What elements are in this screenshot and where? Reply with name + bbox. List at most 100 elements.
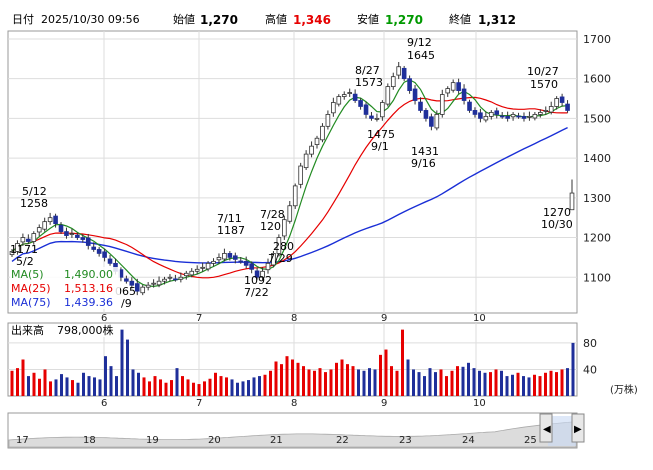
volume-bar — [164, 382, 168, 396]
range-handle-right[interactable] — [571, 413, 585, 443]
candle-body — [358, 100, 363, 107]
volume-bar — [351, 366, 355, 396]
candle-body — [9, 251, 15, 256]
candle-body — [569, 192, 575, 211]
candle-body — [445, 88, 451, 94]
candle-body — [265, 262, 271, 271]
volume-bar — [280, 364, 283, 396]
volume-bar — [258, 376, 261, 396]
annotation-value: 1475 — [367, 128, 395, 141]
volume-bar — [197, 384, 201, 396]
month-label: 8 — [291, 313, 297, 324]
volume-title: 出来高 — [11, 323, 44, 337]
candle-body — [124, 278, 129, 282]
candle-body — [200, 266, 205, 269]
volume-bar — [489, 372, 492, 396]
volume-bar — [467, 362, 470, 396]
ma5-label: MA(5) — [11, 268, 44, 281]
candle-body — [543, 110, 549, 112]
candle-body — [472, 110, 478, 115]
candle-body — [385, 86, 391, 105]
volume-bar — [357, 369, 360, 396]
close-value: 1,312 — [478, 13, 516, 27]
volume-bar — [483, 372, 487, 396]
annotation-date: 7/28 — [260, 208, 285, 221]
candle-body — [227, 253, 233, 258]
y-tick-label: 40 — [583, 363, 597, 376]
volume-bar — [511, 374, 514, 396]
volume-bar — [115, 376, 118, 396]
volume-bar — [555, 372, 558, 396]
candle-body — [538, 112, 543, 115]
volume-bar — [445, 376, 448, 396]
candle-body — [145, 284, 151, 288]
candle-body — [505, 115, 510, 119]
annotation-value: 065 — [115, 285, 136, 298]
candle-body — [390, 76, 396, 88]
annotation-date: 9/1 — [371, 140, 389, 153]
candle-body — [69, 233, 75, 235]
candle-body — [233, 255, 238, 260]
candle-body — [189, 270, 195, 276]
annotation-date: 5/12 — [22, 185, 47, 198]
candle-body — [91, 246, 97, 250]
candle-body — [494, 110, 500, 115]
volume-value: 798,000株 — [57, 323, 114, 337]
annotation-value: 1270 — [543, 206, 571, 219]
volume-bar — [296, 362, 300, 396]
annotation-date: 7/22 — [244, 286, 269, 299]
candle-body — [532, 114, 538, 119]
volume-bar — [186, 379, 190, 396]
volume-bar — [126, 339, 129, 396]
annotation-date: 10/30 — [541, 218, 573, 231]
candle-body — [401, 67, 407, 80]
candle-body — [380, 102, 385, 118]
navigator-year-label: 19 — [146, 435, 159, 446]
volume-bar — [181, 376, 184, 396]
volume-bar — [434, 372, 437, 396]
candle-body — [167, 276, 173, 279]
annotation-date: 8/27 — [355, 64, 380, 77]
volume-bar — [302, 366, 305, 396]
candle-body — [331, 102, 336, 114]
volume-bar — [60, 374, 63, 396]
range-handle-left[interactable] — [539, 413, 553, 443]
candle-body — [178, 276, 184, 280]
volume-bar — [142, 377, 146, 396]
y-tick-label: 1700 — [583, 33, 611, 46]
candle-body — [58, 224, 64, 232]
month-labels: 6 7 8 9 10 — [101, 398, 486, 409]
candle-body — [488, 112, 494, 117]
volume-bar — [390, 366, 393, 396]
candle-body — [363, 104, 369, 115]
annotation-value: 1570 — [530, 78, 558, 91]
candle-body — [499, 115, 505, 118]
volume-bar — [285, 356, 289, 396]
volume-bar — [236, 382, 239, 396]
candle-body — [282, 219, 287, 237]
annotation-value: 1431 — [411, 145, 439, 158]
volume-bar — [225, 377, 228, 396]
datetime-value: 2025/10/30 09:56 — [41, 13, 140, 26]
candle-body — [102, 251, 107, 258]
annotation-value: 1573 — [355, 76, 383, 89]
volume-bar — [43, 369, 47, 396]
volume-bar — [214, 372, 217, 396]
candle-body — [309, 145, 314, 155]
volume-bar — [32, 372, 36, 396]
volume-bar — [230, 379, 234, 396]
volume-bar — [522, 376, 525, 396]
volume-bar — [379, 354, 382, 396]
candle-body — [298, 165, 303, 185]
volume-bar — [505, 376, 509, 396]
candle-body — [369, 115, 374, 119]
annotation-value: 1258 — [20, 197, 48, 210]
volume-bar — [461, 366, 465, 396]
candle-body — [429, 116, 434, 127]
low-value: 1,270 — [385, 13, 423, 27]
navigator-selection[interactable]: ◀ ▶ — [539, 413, 585, 446]
candle-body — [26, 238, 31, 242]
candle-body — [456, 82, 461, 91]
volume-bar — [472, 368, 476, 396]
candle-body — [96, 249, 102, 254]
